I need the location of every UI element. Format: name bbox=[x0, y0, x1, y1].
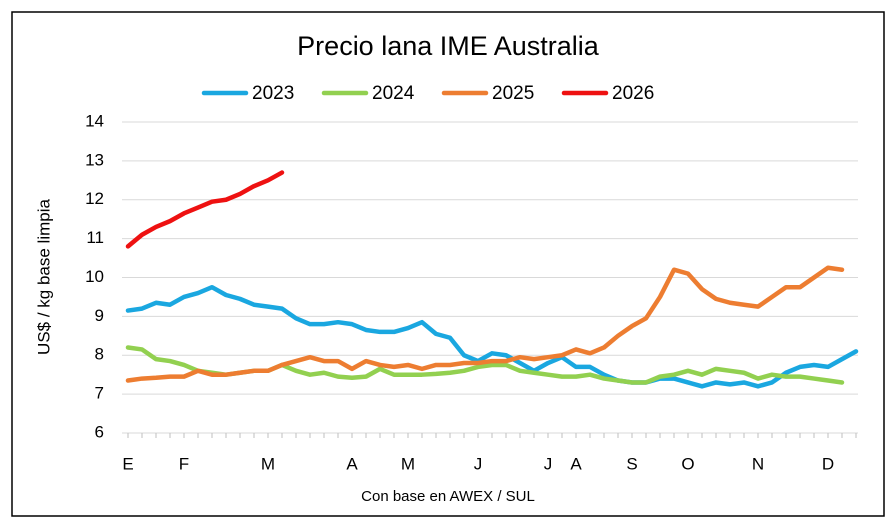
y-tick-label: 10 bbox=[85, 267, 104, 286]
x-tick-label: O bbox=[681, 454, 694, 473]
x-tick-label: A bbox=[346, 454, 358, 473]
x-tick-label: E bbox=[122, 454, 133, 473]
y-tick-label: 13 bbox=[85, 150, 104, 169]
x-tick-label: S bbox=[626, 454, 637, 473]
chart-title: Precio lana IME Australia bbox=[297, 31, 600, 61]
x-tick-label: J bbox=[474, 454, 483, 473]
x-tick-label: A bbox=[570, 454, 582, 473]
y-tick-label: 6 bbox=[95, 422, 104, 441]
legend-label: 2023 bbox=[252, 83, 294, 104]
y-tick-label: 12 bbox=[85, 189, 104, 208]
x-tick-label: M bbox=[261, 454, 275, 473]
y-tick-label: 7 bbox=[95, 384, 104, 403]
x-tick-label: M bbox=[401, 454, 415, 473]
series-line bbox=[125, 284, 859, 389]
y-tick-label: 11 bbox=[86, 228, 104, 247]
legend-label: 2026 bbox=[612, 83, 654, 104]
x-tick-label: D bbox=[822, 454, 834, 473]
x-axis-label: Con base en AWEX / SUL bbox=[361, 488, 535, 505]
legend-label: 2024 bbox=[372, 83, 415, 104]
y-axis-label: US$ / kg base limpia bbox=[34, 199, 53, 355]
x-tick-label: F bbox=[179, 454, 189, 473]
series-line bbox=[125, 170, 285, 249]
y-tick-label: 14 bbox=[85, 111, 104, 130]
y-tick-label: 8 bbox=[95, 345, 104, 364]
chart-frame bbox=[11, 11, 885, 517]
x-tick-label: J bbox=[544, 454, 553, 473]
series-line bbox=[125, 265, 845, 383]
x-tick-label: N bbox=[752, 454, 764, 473]
y-tick-label: 9 bbox=[95, 306, 104, 325]
legend-label: 2025 bbox=[492, 83, 534, 104]
